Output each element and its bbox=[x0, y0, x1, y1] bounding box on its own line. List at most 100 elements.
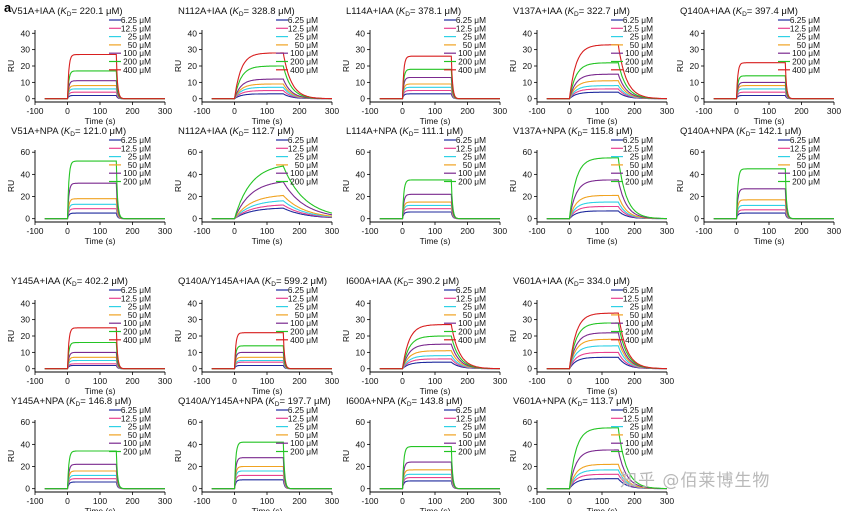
legend-label: 400 μM bbox=[290, 335, 318, 345]
chart-title: L114A+NPA (KD= 111.1 μM) bbox=[346, 126, 463, 138]
legend-label: 50 μM bbox=[630, 40, 653, 50]
y-tick-label: 30 bbox=[356, 45, 366, 55]
sensorgram-line bbox=[211, 441, 332, 490]
legend-label: 12.5 μM bbox=[623, 23, 653, 33]
x-tick-label: -100 bbox=[695, 226, 712, 236]
sensorgram-line bbox=[546, 427, 667, 490]
legend-label: 12.5 μM bbox=[288, 23, 318, 33]
y-tick-label: 60 bbox=[690, 147, 700, 157]
chart-panel: Y145A+IAA (KD= 402.2 μM) -100 0 100 200 300 0 1… bbox=[6, 276, 172, 396]
x-axis-label: Time (s) bbox=[85, 236, 116, 246]
legend-label: 100 μM bbox=[123, 438, 151, 448]
y-tick-label: 20 bbox=[21, 192, 31, 202]
y-tick-label: 20 bbox=[356, 462, 366, 472]
sensorgram-line bbox=[211, 165, 333, 220]
legend-label: 100 μM bbox=[625, 48, 653, 58]
y-tick-label: 20 bbox=[356, 192, 366, 202]
chart-panel: V51A+NPA (KD= 121.0 μM) -100 0 100 200 300 0 20… bbox=[6, 126, 172, 246]
x-tick-label: 100 bbox=[93, 376, 107, 386]
x-tick-label: 300 bbox=[158, 376, 172, 386]
legend-label: 50 μM bbox=[463, 160, 486, 170]
x-tick-label: 300 bbox=[158, 496, 172, 506]
y-tick-label: 20 bbox=[188, 192, 198, 202]
y-axis-label: RU bbox=[173, 60, 183, 72]
x-tick-label: 100 bbox=[595, 226, 609, 236]
y-tick-label: 10 bbox=[690, 77, 700, 87]
sensorgram-line bbox=[44, 88, 165, 100]
sensorgram-line bbox=[379, 55, 500, 100]
sensorgram-line bbox=[379, 477, 500, 490]
legend-label: 100 μM bbox=[290, 48, 318, 58]
legend-label: 100 μM bbox=[625, 168, 653, 178]
y-axis-label: RU bbox=[341, 450, 351, 462]
x-tick-label: -100 bbox=[361, 496, 378, 506]
x-tick-label: -100 bbox=[26, 226, 43, 236]
y-axis-label: RU bbox=[6, 180, 16, 192]
y-axis-label: RU bbox=[173, 450, 183, 462]
legend-label: 100 μM bbox=[792, 168, 820, 178]
sensorgram-line bbox=[379, 343, 500, 370]
chart-title: Y145A+IAA (KD= 402.2 μM) bbox=[11, 276, 128, 288]
y-tick-label: 0 bbox=[694, 94, 699, 104]
legend-label: 6.25 μM bbox=[121, 405, 151, 415]
y-tick-label: 0 bbox=[527, 364, 532, 374]
x-tick-label: 100 bbox=[428, 226, 442, 236]
legend-label: 50 μM bbox=[295, 430, 318, 440]
legend-label: 50 μM bbox=[128, 160, 151, 170]
x-tick-label: 300 bbox=[158, 106, 172, 116]
y-tick-label: 10 bbox=[21, 77, 31, 87]
legend-label: 200 μM bbox=[458, 57, 486, 67]
x-tick-label: -100 bbox=[193, 226, 210, 236]
chart-panel: V137A+IAA (KD= 322.7 μM) -100 0 100 200 300 0 1… bbox=[508, 6, 674, 126]
y-axis-label: RU bbox=[675, 60, 685, 72]
sensorgram-line bbox=[379, 76, 500, 100]
y-tick-label: 40 bbox=[21, 439, 31, 449]
y-tick-label: 0 bbox=[527, 94, 532, 104]
y-tick-label: 0 bbox=[360, 484, 365, 494]
legend-label: 50 μM bbox=[295, 310, 318, 320]
sensorgram-line bbox=[713, 62, 834, 100]
watermark: 知乎 @佰莱博生物 bbox=[620, 471, 771, 491]
y-tick-label: 20 bbox=[523, 462, 533, 472]
legend-label: 200 μM bbox=[458, 327, 486, 337]
y-tick-label: 0 bbox=[360, 364, 365, 374]
x-tick-label: 300 bbox=[827, 106, 841, 116]
sensorgram-line bbox=[211, 78, 332, 100]
legend-label: 200 μM bbox=[123, 177, 151, 187]
x-tick-label: 0 bbox=[734, 226, 739, 236]
sensorgram-line bbox=[211, 457, 332, 490]
chart-panel: Q140A/Y145A+NPA (KD= 197.7 μM) -100 0 100 20… bbox=[173, 396, 339, 511]
sensorgram-line bbox=[44, 450, 165, 490]
legend-label: 12.5 μM bbox=[456, 23, 486, 33]
chart-panel: Q140A+IAA (KD= 397.4 μM) -100 0 100 200 300 0 1… bbox=[675, 6, 841, 126]
legend-label: 400 μM bbox=[625, 335, 653, 345]
x-axis-label: Time (s) bbox=[587, 236, 618, 246]
sensorgram-line bbox=[546, 312, 667, 370]
legend-label: 50 μM bbox=[295, 160, 318, 170]
legend-label: 200 μM bbox=[625, 327, 653, 337]
y-tick-label: 20 bbox=[523, 192, 533, 202]
y-tick-label: 40 bbox=[356, 169, 366, 179]
y-axis-label: RU bbox=[6, 60, 16, 72]
legend-label: 50 μM bbox=[630, 430, 653, 440]
chart-panel: Q140A/Y145A+IAA (KD= 599.2 μM)-100 0 100 20… bbox=[173, 276, 339, 396]
legend-label: 6.25 μM bbox=[288, 135, 318, 145]
legend-label: 25 μM bbox=[463, 152, 486, 162]
legend-label: 12.5 μM bbox=[623, 143, 653, 153]
y-tick-label: 40 bbox=[21, 169, 31, 179]
legend-label: 100 μM bbox=[792, 48, 820, 58]
sensorgram-line bbox=[713, 168, 834, 220]
x-tick-label: 0 bbox=[232, 376, 237, 386]
legend-label: 400 μM bbox=[123, 65, 151, 75]
legend-label: 25 μM bbox=[295, 32, 318, 42]
x-tick-label: 0 bbox=[400, 106, 405, 116]
y-tick-label: 60 bbox=[523, 147, 533, 157]
chart-title: Y145A+NPA (KD= 146.8 μM) bbox=[11, 396, 131, 408]
legend-label: 25 μM bbox=[797, 152, 820, 162]
legend-label: 25 μM bbox=[128, 422, 151, 432]
legend-label: 12.5 μM bbox=[456, 293, 486, 303]
sensorgram-line bbox=[379, 193, 500, 220]
legend-label: 25 μM bbox=[295, 152, 318, 162]
x-tick-label: 200 bbox=[627, 226, 641, 236]
chart-title: Q140A/Y145A+NPA (KD= 197.7 μM) bbox=[178, 396, 331, 408]
